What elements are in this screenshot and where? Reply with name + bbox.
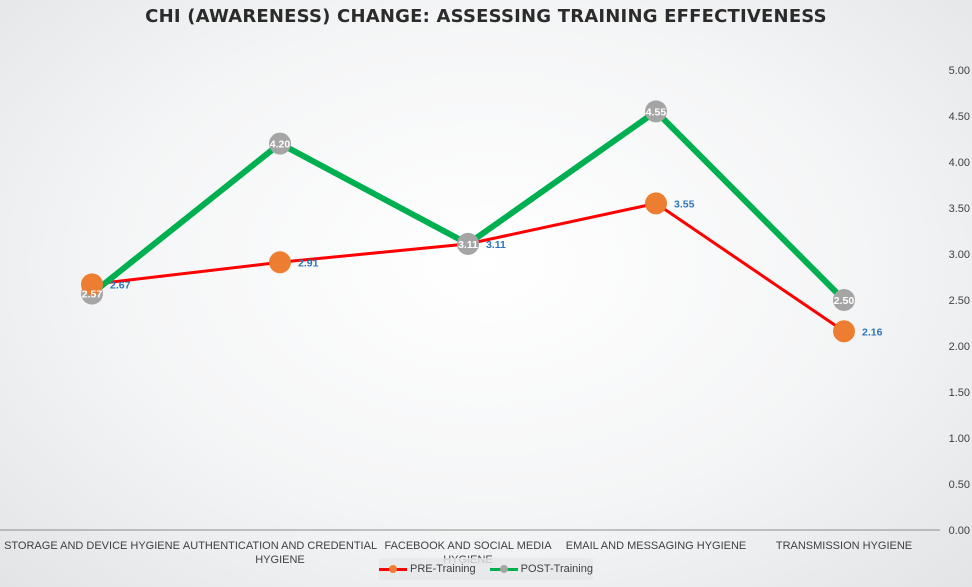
y-tick-label: 1.50 (949, 387, 970, 399)
y-tick-label: 3.00 (949, 249, 970, 261)
chart-title: CHI (AWARENESS) CHANGE: ASSESSING TRAINI… (145, 6, 827, 27)
y-tick-label: 3.50 (949, 203, 970, 215)
pre-training-data-label: 3.55 (674, 198, 695, 210)
pre-training-data-label: 2.16 (862, 326, 883, 338)
legend-swatch-pre (379, 564, 408, 574)
legend: PRE-Training POST-Training (379, 558, 593, 580)
legend-label-post: POST-Training (520, 563, 593, 575)
post-training-marker (645, 100, 667, 123)
y-tick-label: 2.50 (949, 295, 970, 307)
post-training-data-label: 4.20 (270, 139, 291, 151)
x-category-label: TRANSMISSION HYGIENE (776, 540, 912, 552)
post-training-data-label: 2.50 (834, 295, 855, 307)
y-tick-label: 5.00 (949, 65, 970, 77)
legend-item-pre: PRE-Training (379, 563, 476, 575)
post-training-data-label: 2.57 (82, 289, 103, 301)
pre-training-marker (833, 320, 855, 343)
post-training-marker (833, 289, 855, 311)
post-training-marker (269, 132, 291, 155)
post-training-data-label: 4.55 (646, 106, 667, 118)
y-tick-label: 2.00 (949, 341, 970, 353)
post-training-marker (457, 232, 479, 255)
x-category-label: EMAIL AND MESSAGING HYGIENE (566, 540, 747, 552)
y-tick-label: 1.00 (949, 433, 970, 445)
pre-training-data-label: 2.67 (110, 279, 131, 291)
y-tick-label: 0.00 (949, 525, 970, 537)
pre-training-data-label: 2.91 (298, 257, 319, 269)
y-tick-label: 4.50 (949, 111, 970, 123)
pre-training-marker (645, 192, 667, 215)
post-training-data-label: 3.11 (458, 239, 478, 251)
pre-training-marker (269, 251, 291, 274)
pre-training-marker (81, 273, 103, 296)
legend-label-pre: PRE-Training (410, 563, 476, 575)
legend-item-post: POST-Training (489, 563, 593, 575)
x-category-label: STORAGE AND DEVICE HYGIENE (4, 540, 180, 552)
y-tick-label: 0.50 (949, 479, 970, 491)
pre-training-data-label: 3.11 (486, 239, 506, 251)
y-tick-label: 4.00 (949, 157, 970, 169)
legend-swatch-post (489, 564, 518, 574)
series-line-pre-training (91, 201, 845, 333)
x-category-label: AUTHENTICATION AND CREDENTIAL HYGIENE (183, 540, 377, 566)
